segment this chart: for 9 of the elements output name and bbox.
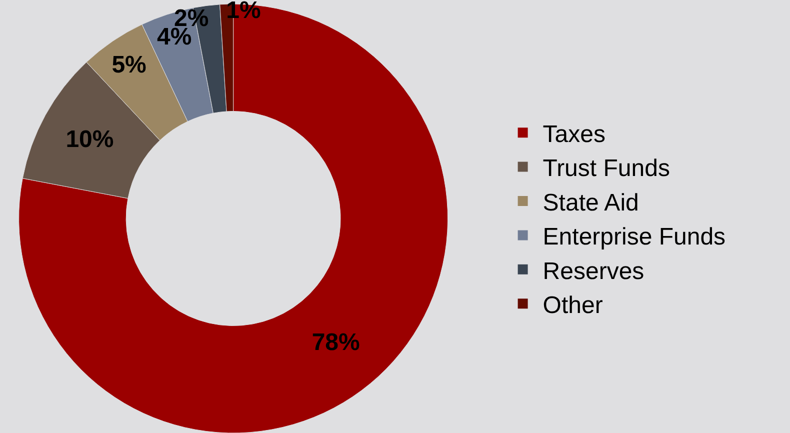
legend-label: Taxes: [542, 120, 606, 148]
legend-label: Reserves: [542, 258, 644, 285]
legend-label: State Aid: [542, 189, 639, 216]
data-label: 5%: [112, 52, 146, 79]
legend-label: Trust Funds: [542, 155, 670, 182]
data-label: 10%: [66, 126, 114, 154]
data-label: 78%: [312, 328, 360, 356]
legend-label: Other: [542, 292, 603, 319]
legend-label: Enterprise Funds: [542, 224, 726, 251]
